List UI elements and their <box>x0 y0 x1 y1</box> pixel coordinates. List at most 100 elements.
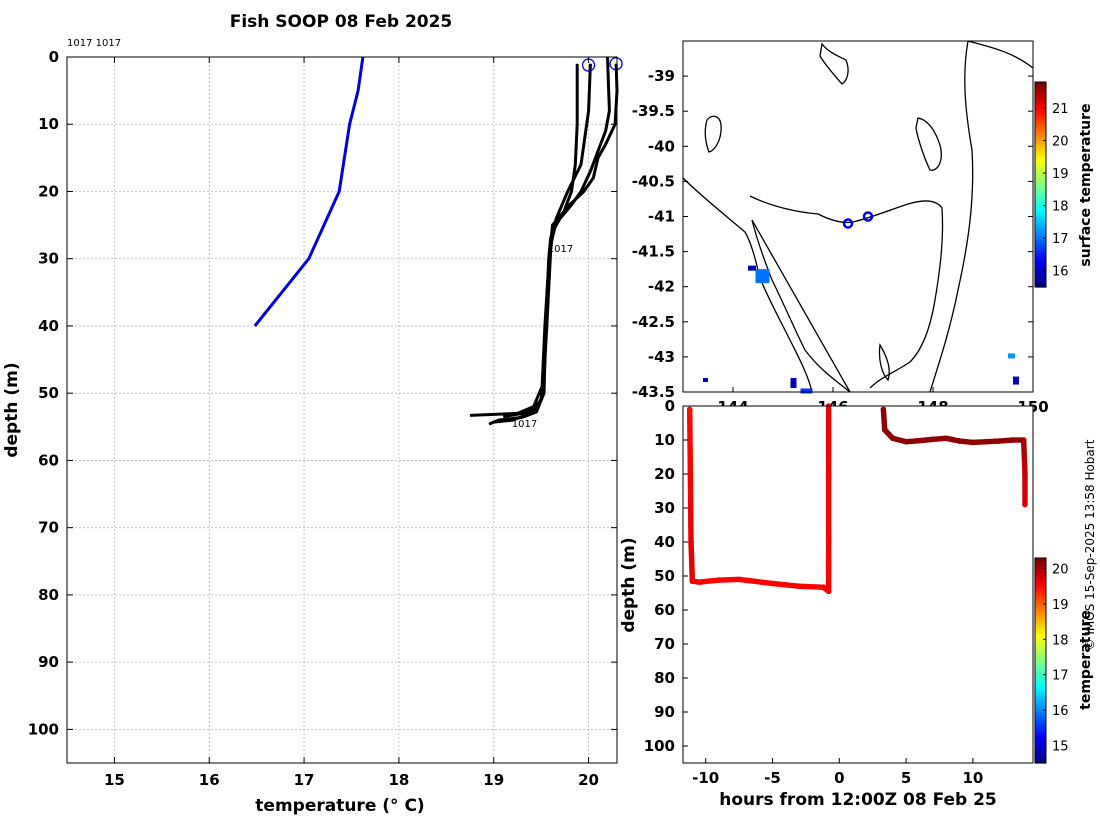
profile-series-group: 1017 1017 <box>253 56 623 430</box>
map-colorbar-swatch <box>1035 126 1046 131</box>
map-colorbar-swatch <box>1035 109 1046 114</box>
timeseries-colorbar-tick-label: 20 <box>1052 563 1069 578</box>
map-y-tick-label: -40 <box>648 137 675 155</box>
profile-series-profile-d <box>493 56 611 424</box>
timeseries-y-tick-label: 100 <box>644 737 675 755</box>
timeseries-colorbar-swatch <box>1035 564 1046 569</box>
map-y-tick-label: -43.5 <box>632 383 675 401</box>
figure-title: Fish SOOP 08 Feb 2025 <box>230 12 453 32</box>
map-colorbar-swatch <box>1035 177 1046 182</box>
timeseries-colorbar-swatch <box>1035 732 1046 737</box>
timeseries-colorbar-swatch <box>1035 704 1046 709</box>
profile-y-tick-label: 40 <box>38 317 59 335</box>
map-colorbar-swatch <box>1035 283 1046 288</box>
timeseries-colorbar-swatch <box>1035 711 1046 716</box>
map-location-markers <box>842 211 874 229</box>
timeseries-colorbar-swatch <box>1035 701 1046 706</box>
timeseries-colorbar-swatch <box>1035 715 1046 720</box>
timeseries-colorbar-swatch <box>1035 677 1046 682</box>
timeseries-colorbar-swatch <box>1035 756 1046 761</box>
timeseries-colorbar-swatch <box>1035 728 1046 733</box>
profile-x-tick-label: 20 <box>578 771 599 789</box>
profile-panel: 1017 1017 15 16 17 18 19 20 0 10 20 30 40 50 60 70 80 90… <box>2 38 623 816</box>
map-colorbar-swatch <box>1035 194 1046 199</box>
timeseries-colorbar-swatch <box>1035 725 1046 730</box>
sst-pixel <box>800 388 813 394</box>
profile-y-tick-label: 20 <box>38 182 59 200</box>
timeseries-colorbar-swatch <box>1035 633 1046 638</box>
map-colorbar-swatch <box>1035 218 1046 223</box>
timeseries-x-tick-label: -10 <box>692 769 719 787</box>
map-colorbar-swatch <box>1035 82 1046 87</box>
map-colorbar-label: surface temperature <box>1078 103 1094 266</box>
timeseries-colorbar-swatch <box>1035 698 1046 703</box>
map-colorbar: 16 17 18 19 20 21 <box>1034 81 1069 288</box>
timeseries-colorbar-swatch <box>1035 619 1046 624</box>
timeseries-y-label: depth (m) <box>619 537 639 632</box>
timeseries-colorbar-swatch <box>1035 643 1046 648</box>
map-colorbar-swatch <box>1035 99 1046 104</box>
profile-start-marker <box>609 57 623 71</box>
map-colorbar-swatch <box>1035 160 1046 165</box>
map-colorbar-swatch <box>1035 259 1046 264</box>
profile-x-tick-label: 16 <box>199 771 220 789</box>
map-colorbar-swatch <box>1035 102 1046 107</box>
timeseries-y-tick-label: 70 <box>654 635 675 653</box>
king-island-coastline <box>704 115 722 153</box>
timeseries-colorbar-swatch <box>1035 646 1046 651</box>
map-colorbar-swatch <box>1035 119 1046 124</box>
profile-x-tick-label: 15 <box>104 771 125 789</box>
map-colorbar-swatch <box>1035 273 1046 278</box>
timeseries-colorbar-swatch <box>1035 592 1046 597</box>
map-colorbar-swatch <box>1035 252 1046 257</box>
timeseries-colorbar-swatch <box>1035 581 1046 586</box>
map-y-tick-label: -42.5 <box>632 313 675 331</box>
bruny-island-coastline <box>878 343 890 382</box>
map-colorbar-tick-label: 18 <box>1052 200 1069 215</box>
map-y-tick-label: -42 <box>648 278 675 296</box>
map-colorbar-swatch <box>1035 153 1046 158</box>
timeseries-colorbar-swatch <box>1035 602 1046 607</box>
timeseries-colorbar-tick-label: 19 <box>1052 598 1069 613</box>
timeseries-colorbar-swatch <box>1035 708 1046 713</box>
map-colorbar-swatch <box>1035 222 1046 227</box>
timeseries-colorbar-swatch <box>1035 599 1046 604</box>
map-panel: 144146148150-39-39.5-40-40.5-41-41.5-42-… <box>632 40 1094 416</box>
timeseries-colorbar-swatch <box>1035 629 1046 634</box>
timeseries-colorbar-tick-label: 15 <box>1052 739 1069 754</box>
map-colorbar-swatch <box>1035 205 1046 210</box>
map-colorbar-swatch <box>1035 112 1046 117</box>
map-colorbar-tick-label: 19 <box>1052 167 1069 182</box>
timeseries-colorbar-swatch <box>1035 752 1046 757</box>
timeseries-colorbar-swatch <box>1035 568 1046 573</box>
timeseries-colorbar-swatch <box>1035 561 1046 566</box>
profile-axes-box <box>66 56 618 764</box>
timeseries-colorbar-swatch <box>1035 575 1046 580</box>
coastline-group <box>682 40 1034 393</box>
timeseries-colorbar-swatch <box>1035 588 1046 593</box>
timeseries-colorbar-swatch <box>1035 670 1046 675</box>
map-colorbar-swatch <box>1035 201 1046 206</box>
map-colorbar-tick-label: 17 <box>1052 232 1069 247</box>
timeseries-y-tick-label: 40 <box>654 533 675 551</box>
profile-y-tick-label: 100 <box>28 720 59 738</box>
sst-pixel <box>703 377 708 382</box>
timeseries-x-tick-label: 10 <box>962 769 983 787</box>
map-axes-box <box>682 40 1034 393</box>
tasmania-coastline <box>749 195 944 393</box>
timeseries-y-tick-label: 50 <box>654 567 675 585</box>
map-colorbar-swatch <box>1035 235 1046 240</box>
timeseries-colorbar-swatch <box>1035 739 1046 744</box>
map-y-tick-label: -39 <box>648 67 675 85</box>
timeseries-colorbar-swatch <box>1035 595 1046 600</box>
profile-annotation: 1017 <box>512 419 537 430</box>
map-colorbar-swatch <box>1035 228 1046 233</box>
sst-pixel <box>1008 353 1015 359</box>
map-colorbar-swatch <box>1035 88 1046 93</box>
profile-y-tick-label: 0 <box>49 48 59 66</box>
timeseries-colorbar-swatch <box>1035 571 1046 576</box>
timeseries-colorbar-tick-label: 17 <box>1052 669 1069 684</box>
map-colorbar-swatch <box>1035 249 1046 254</box>
